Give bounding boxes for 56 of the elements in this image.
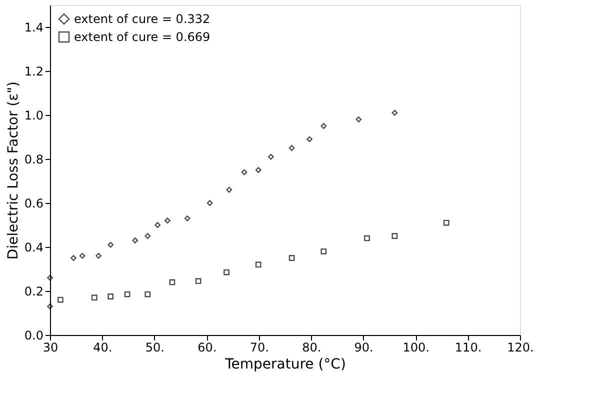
x-axis-title: Temperature (°C)	[224, 356, 346, 372]
x-tick-label: 30	[42, 340, 58, 354]
point	[255, 262, 262, 268]
y-tick-label: 1.4	[24, 20, 44, 34]
x-tick-label: 50.	[145, 340, 164, 354]
point	[184, 215, 190, 222]
x-tick-label: 100.	[402, 340, 430, 354]
point	[124, 291, 130, 298]
point	[392, 233, 398, 239]
point	[195, 278, 202, 284]
x-tick-label: 120.	[507, 340, 534, 354]
y-tick-label: 0.8	[24, 152, 44, 166]
point	[144, 233, 151, 239]
x-tick-label: 40.	[93, 340, 112, 354]
point	[320, 123, 327, 129]
point	[96, 252, 102, 259]
point	[356, 116, 362, 122]
legend-label: extent of cure = 0.332	[74, 12, 210, 26]
y-tick-label: 1.2	[24, 64, 44, 78]
point	[288, 145, 295, 151]
point	[70, 255, 76, 261]
point	[108, 242, 114, 248]
point	[392, 110, 398, 116]
point	[91, 294, 98, 301]
x-tick-label: 80.	[302, 340, 322, 354]
point	[108, 294, 114, 300]
x-tick-label: 70.	[250, 340, 269, 354]
point	[206, 200, 213, 206]
point	[268, 154, 274, 160]
point	[58, 296, 64, 303]
point	[169, 279, 176, 286]
point	[241, 169, 248, 176]
point	[443, 220, 450, 226]
x-tick-label: 90.	[354, 340, 374, 354]
point	[164, 218, 170, 224]
point	[306, 136, 312, 142]
y-tick-label: 0.6	[24, 196, 44, 210]
point	[226, 186, 232, 193]
x-tick-label: 60.	[198, 340, 217, 354]
point	[132, 237, 138, 244]
point	[47, 274, 53, 281]
point	[320, 248, 327, 254]
point	[288, 255, 295, 261]
x-tick-label: 110.	[454, 340, 482, 354]
point	[144, 291, 151, 298]
point	[79, 252, 86, 259]
y-tick-label: 0.2	[24, 284, 44, 298]
point	[154, 222, 161, 228]
point	[364, 235, 370, 242]
point	[224, 269, 230, 276]
y-tick-label: 1.0	[24, 108, 44, 122]
point	[255, 167, 262, 173]
y-axis-title: Dielectric Loss Factor (ε")	[5, 81, 22, 260]
legend-label: extent of cure = 0.669	[74, 30, 210, 44]
y-tick-label: 0.4	[24, 240, 44, 254]
y-tick-label: 0.0	[24, 328, 44, 342]
